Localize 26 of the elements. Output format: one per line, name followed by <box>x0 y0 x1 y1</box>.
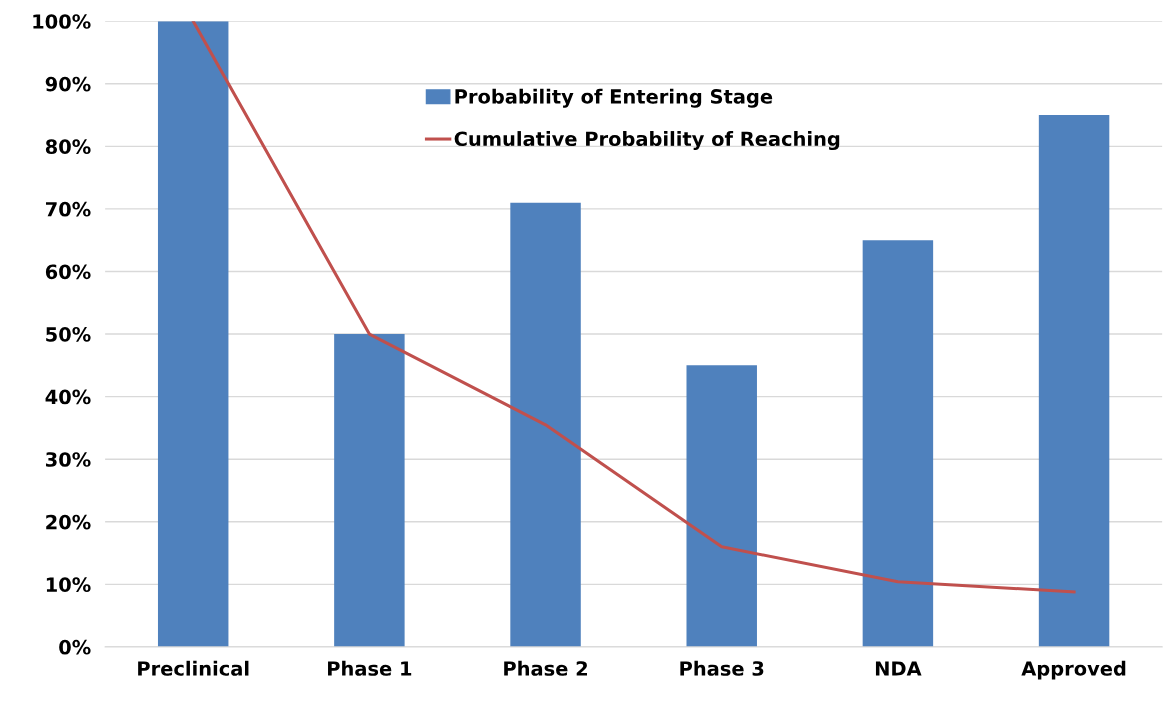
bar <box>334 334 405 647</box>
y-tick-label: 0% <box>59 639 91 655</box>
x-tick-label: Phase 3 <box>680 660 764 676</box>
x-tick-label: Phase 2 <box>504 660 587 676</box>
line-series <box>191 21 1076 594</box>
y-tick-label: 10% <box>46 577 91 592</box>
x-tick-label: Preclinical <box>138 660 249 676</box>
y-tick-label: 70% <box>45 201 91 217</box>
bar <box>157 21 229 647</box>
y-tick-label: 90% <box>45 76 91 92</box>
y-tick-label: 30% <box>45 452 91 467</box>
x-tick-label: Phase 1 <box>328 660 412 676</box>
y-tick-label: 100% <box>33 14 91 29</box>
legend-label: Cumulative Probability of Reaching <box>454 131 840 151</box>
y-tick-label: 50% <box>46 327 91 342</box>
legend-label: Probability of Entering Stage <box>455 88 773 108</box>
y-tick-label: 20% <box>46 514 91 530</box>
y-tick-label: 40% <box>45 389 91 405</box>
y-tick-label: 80% <box>45 139 91 155</box>
bar <box>510 202 581 647</box>
x-tick-label: NDA <box>875 661 922 676</box>
y-tick-label: 60% <box>45 264 91 280</box>
x-tick-label: Approved <box>1021 660 1126 680</box>
bar <box>686 365 757 647</box>
bar <box>862 240 934 647</box>
bar <box>1038 115 1110 647</box>
